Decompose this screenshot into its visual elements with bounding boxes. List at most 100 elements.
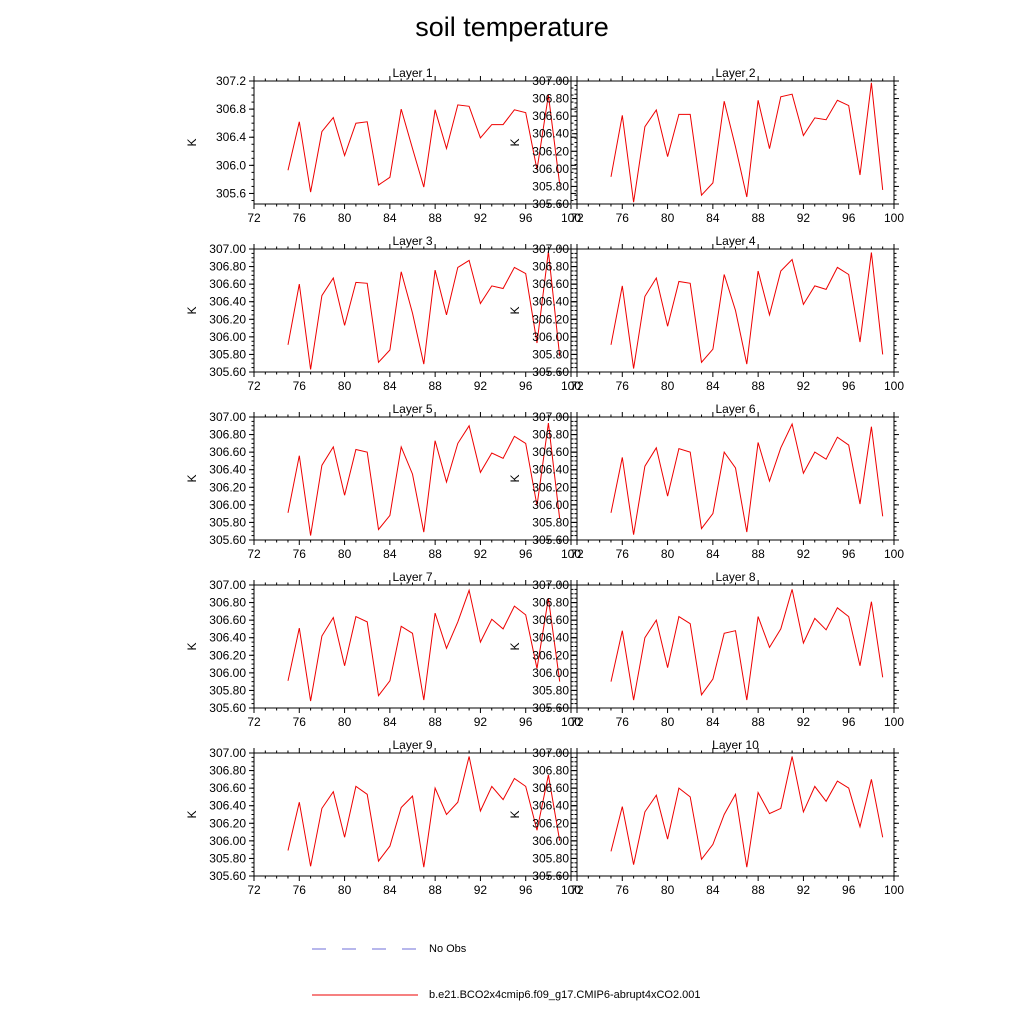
panel-1: Layer 1 K 72 76 80 84 88 92 96 100 305.6 306.0 306.4… xyxy=(185,66,581,225)
y-tick-label: 306.60 xyxy=(532,445,569,459)
series-line xyxy=(610,589,884,701)
x-tick-label: 72 xyxy=(570,883,584,897)
series-line xyxy=(610,252,884,369)
y-axis-label: K xyxy=(508,138,522,146)
y-tick-label: 307.00 xyxy=(532,410,569,424)
y-tick-label: 305.80 xyxy=(532,851,569,865)
y-tick-label: 307.00 xyxy=(532,242,569,256)
y-tick-label: 306.40 xyxy=(532,799,569,813)
x-tick-label: 88 xyxy=(428,883,442,897)
y-tick-label: 306.20 xyxy=(532,480,569,494)
legend-label-model: b.e21.BCO2x4cmip6.f09_g17.CMIP6-abrupt4x… xyxy=(429,989,701,1001)
panel-title: Layer 6 xyxy=(715,402,755,416)
x-tick-label: 92 xyxy=(797,715,811,729)
y-tick-label: 306.40 xyxy=(532,127,569,141)
y-tick-label: 307.00 xyxy=(209,578,246,592)
y-tick-label: 306.40 xyxy=(209,799,246,813)
panel-title: Layer 9 xyxy=(392,738,432,752)
legend-label-no-obs: No Obs xyxy=(429,943,467,955)
x-tick-label: 92 xyxy=(797,211,811,225)
x-tick-label: 80 xyxy=(338,211,352,225)
y-tick-label: 307.00 xyxy=(532,74,569,88)
y-axis-label: K xyxy=(508,306,522,314)
y-tick-label: 306.40 xyxy=(532,631,569,645)
y-tick-label: 305.80 xyxy=(209,851,246,865)
x-tick-label: 96 xyxy=(519,211,533,225)
plot-frame xyxy=(576,416,895,541)
y-tick-label: 306.00 xyxy=(532,498,569,512)
x-tick-label: 72 xyxy=(570,211,584,225)
x-tick-label: 76 xyxy=(293,379,307,393)
y-tick-label: 306.40 xyxy=(209,463,246,477)
x-tick-label: 84 xyxy=(706,379,720,393)
y-tick-label: 305.60 xyxy=(532,365,569,379)
x-tick-label: 76 xyxy=(293,715,307,729)
x-tick-label: 80 xyxy=(661,379,675,393)
x-tick-label: 96 xyxy=(519,379,533,393)
panel-title: Layer 4 xyxy=(715,234,755,248)
y-tick-label: 305.80 xyxy=(209,347,246,361)
series-line xyxy=(287,756,561,868)
y-tick-label: 306.80 xyxy=(209,428,246,442)
y-tick-label: 306.60 xyxy=(209,781,246,795)
series-line xyxy=(287,251,561,370)
x-tick-label: 76 xyxy=(616,379,630,393)
y-tick-label: 306.40 xyxy=(209,631,246,645)
panel-title: Layer 8 xyxy=(715,570,755,584)
y-tick-label: 306.8 xyxy=(216,102,246,116)
x-tick-label: 96 xyxy=(842,547,856,561)
y-tick-label: 306.00 xyxy=(209,834,246,848)
x-tick-label: 76 xyxy=(616,883,630,897)
x-tick-label: 84 xyxy=(706,211,720,225)
x-tick-label: 100 xyxy=(884,715,904,729)
y-tick-label: 306.20 xyxy=(532,648,569,662)
y-tick-label: 307.00 xyxy=(532,578,569,592)
x-tick-label: 80 xyxy=(661,883,675,897)
x-tick-label: 80 xyxy=(661,211,675,225)
y-tick-label: 306.80 xyxy=(532,764,569,778)
chart-title: soil temperature xyxy=(415,12,609,42)
x-tick-label: 88 xyxy=(751,379,765,393)
x-tick-label: 100 xyxy=(561,211,581,225)
x-tick-label: 96 xyxy=(519,547,533,561)
y-tick-label: 306.40 xyxy=(532,463,569,477)
x-tick-label: 92 xyxy=(474,211,488,225)
plot-frame xyxy=(253,584,572,709)
y-tick-label: 306.60 xyxy=(532,109,569,123)
x-tick-label: 88 xyxy=(751,211,765,225)
x-tick-label: 80 xyxy=(338,715,352,729)
y-tick-label: 305.60 xyxy=(209,533,246,547)
panel-title: Layer 2 xyxy=(715,66,755,80)
y-axis-label: K xyxy=(185,474,199,482)
x-tick-label: 72 xyxy=(247,547,261,561)
x-tick-label: 92 xyxy=(797,379,811,393)
series-line xyxy=(610,756,884,868)
plot-frame xyxy=(253,80,572,205)
x-tick-label: 92 xyxy=(474,715,488,729)
x-tick-label: 84 xyxy=(383,211,397,225)
panel-title: Layer 5 xyxy=(392,402,432,416)
x-tick-label: 88 xyxy=(428,715,442,729)
x-tick-label: 84 xyxy=(383,379,397,393)
y-tick-label: 306.0 xyxy=(216,158,246,172)
y-tick-label: 305.80 xyxy=(532,515,569,529)
x-tick-label: 100 xyxy=(884,883,904,897)
x-tick-label: 84 xyxy=(706,715,720,729)
x-tick-label: 84 xyxy=(383,715,397,729)
y-tick-label: 305.60 xyxy=(209,701,246,715)
y-tick-label: 305.6 xyxy=(216,186,246,200)
x-tick-label: 92 xyxy=(474,379,488,393)
x-tick-label: 92 xyxy=(474,883,488,897)
y-axis-label: K xyxy=(185,810,199,818)
y-tick-label: 306.20 xyxy=(209,480,246,494)
y-tick-label: 306.80 xyxy=(209,596,246,610)
plot-frame xyxy=(253,248,572,373)
plot-frame xyxy=(576,752,895,877)
x-tick-label: 88 xyxy=(751,547,765,561)
